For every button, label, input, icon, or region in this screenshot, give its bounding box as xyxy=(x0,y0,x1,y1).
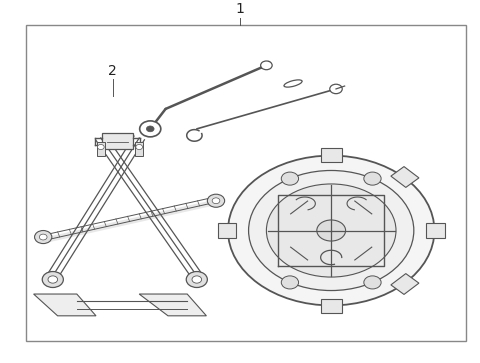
Polygon shape xyxy=(391,167,419,187)
Text: 1: 1 xyxy=(236,2,244,16)
Ellipse shape xyxy=(317,220,346,241)
Circle shape xyxy=(48,276,58,283)
Circle shape xyxy=(207,194,225,207)
Circle shape xyxy=(261,61,272,70)
Ellipse shape xyxy=(228,156,434,305)
Circle shape xyxy=(42,272,63,287)
Polygon shape xyxy=(426,223,444,238)
Ellipse shape xyxy=(284,80,302,87)
Polygon shape xyxy=(321,148,342,162)
Polygon shape xyxy=(217,223,236,238)
Ellipse shape xyxy=(249,171,414,290)
Circle shape xyxy=(97,144,104,150)
Circle shape xyxy=(146,126,154,132)
Bar xyxy=(102,132,133,149)
Circle shape xyxy=(140,121,161,137)
Polygon shape xyxy=(321,299,342,313)
Circle shape xyxy=(281,276,299,289)
Polygon shape xyxy=(391,274,419,294)
Bar xyxy=(97,142,105,156)
Bar xyxy=(26,25,466,341)
Text: 2: 2 xyxy=(108,64,117,78)
Ellipse shape xyxy=(266,184,396,277)
Circle shape xyxy=(281,172,299,185)
Circle shape xyxy=(364,172,381,185)
Polygon shape xyxy=(139,294,206,316)
Polygon shape xyxy=(34,294,96,316)
Circle shape xyxy=(35,231,52,244)
Bar xyxy=(135,142,143,156)
Circle shape xyxy=(330,84,342,94)
Circle shape xyxy=(212,198,220,204)
Circle shape xyxy=(136,144,143,150)
Circle shape xyxy=(364,276,381,289)
Circle shape xyxy=(186,272,207,287)
Circle shape xyxy=(39,234,47,240)
Circle shape xyxy=(192,276,202,283)
